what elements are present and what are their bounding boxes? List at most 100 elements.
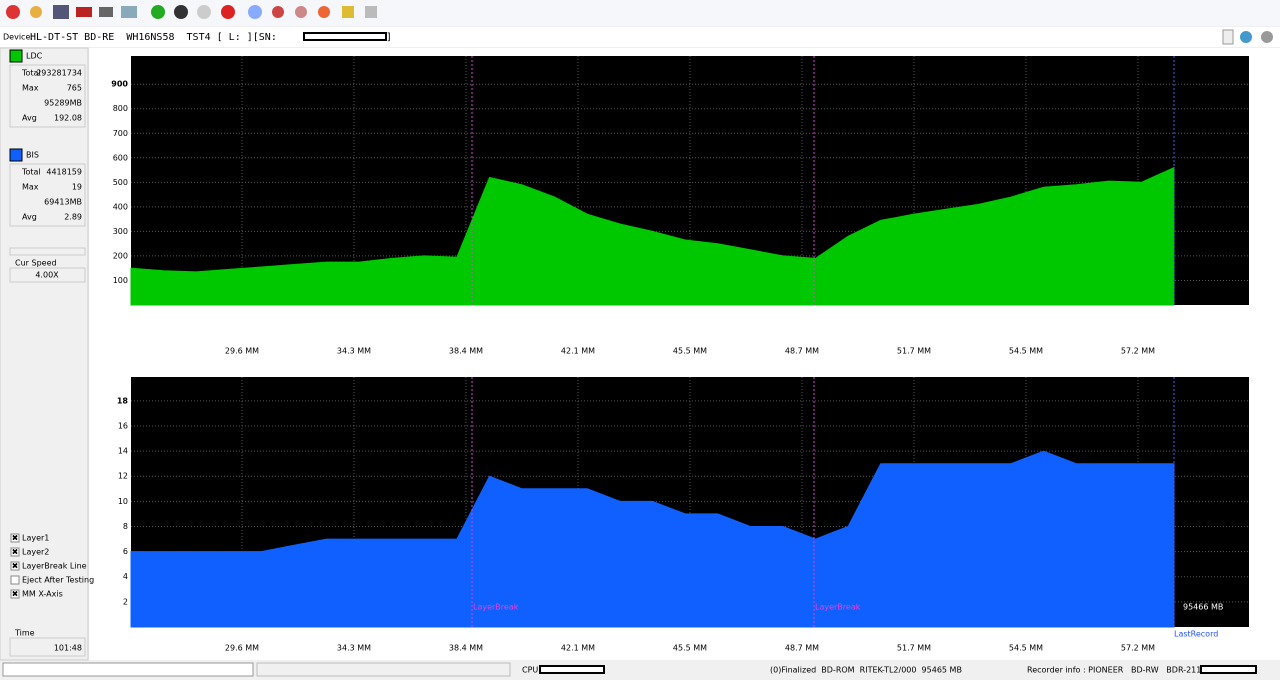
x-tick-label: 54.5 MM [1009, 347, 1043, 356]
drive-info: BD-RW BDR-211M [1131, 666, 1208, 675]
serial-box [303, 32, 387, 41]
separator-box [9, 247, 86, 256]
legend-label: BIS [26, 151, 39, 160]
stat-label: Max [22, 183, 39, 192]
stat-label: Max [22, 84, 39, 93]
time-box [9, 637, 86, 657]
y-tick-label: 14 [118, 447, 128, 456]
stat-label: Total [21, 69, 41, 78]
x-tick-label: 34.3 MM [337, 644, 371, 653]
y-tick-label: 2 [123, 597, 128, 606]
stat-value: 95289MB [44, 99, 82, 108]
device-name: HL-DT-ST BD-RE WH16NS58 TST4 [ L: ][SN: [30, 32, 277, 43]
y-tick-label: 700 [113, 129, 128, 138]
last-record-label: LastRecord [1174, 630, 1218, 639]
option-label[interactable]: LayerBreak Line [22, 562, 87, 571]
x-tick-label: 48.7 MM [785, 347, 819, 356]
option-label[interactable]: MM X-Axis [22, 590, 63, 599]
y-tick-label: 300 [113, 227, 128, 236]
y-tick-label: 10 [118, 497, 128, 506]
layer-break-label: LayerBreak [473, 603, 519, 612]
device-label: Device: [3, 33, 33, 42]
option-label[interactable]: Layer2 [22, 548, 49, 557]
check-mark: ✖ [12, 590, 19, 599]
x-tick-label: 45.5 MM [673, 347, 707, 356]
checkbox[interactable] [10, 589, 20, 599]
checkbox[interactable] [10, 547, 20, 557]
y-tick-label: 500 [113, 178, 128, 187]
speed-box [9, 267, 86, 283]
stat-label: Total [21, 168, 41, 177]
device-dropdown[interactable] [1222, 29, 1234, 45]
x-tick-label: 34.3 MM [337, 347, 371, 356]
x-tick-label: 57.2 MM [1121, 644, 1155, 653]
stats-box [9, 163, 86, 227]
y-tick-label: 12 [118, 472, 128, 481]
cpu-bar [539, 665, 605, 674]
checkbox[interactable] [10, 575, 20, 585]
legend-label: LDC [26, 52, 43, 61]
checkbox[interactable] [10, 561, 20, 571]
y-tick-label: 6 [123, 547, 128, 556]
x-tick-label: 38.4 MM [449, 644, 483, 653]
check-mark: ✖ [12, 562, 19, 571]
stat-value: 4418159 [46, 168, 82, 177]
y-tick-label: 900 [111, 80, 128, 89]
y-tick-label: 100 [113, 276, 128, 285]
time-label: Time [14, 629, 35, 638]
x-tick-label: 54.5 MM [1009, 644, 1043, 653]
y-tick-label: 8 [123, 522, 128, 531]
y-tick-label: 4 [123, 572, 128, 581]
check-mark: ✖ [12, 548, 19, 557]
stat-value: 2.89 [64, 213, 82, 222]
refresh-button[interactable] [1240, 31, 1252, 43]
x-tick-label: 42.1 MM [561, 644, 595, 653]
stat-value: 19 [72, 183, 82, 192]
drive-box [1200, 665, 1257, 674]
x-tick-label: 42.1 MM [561, 347, 595, 356]
eject-button[interactable] [1261, 31, 1273, 43]
stat-value: 192.08 [54, 114, 82, 123]
stat-value: 69413MB [44, 198, 82, 207]
device-end: ] [386, 32, 392, 43]
stat-label: Avg [22, 114, 37, 123]
stat-label: Avg [22, 213, 37, 222]
stat-value: 293281734 [36, 69, 82, 78]
option-label[interactable]: Eject After Testing [22, 576, 94, 585]
data-area [130, 166, 1175, 306]
x-tick-label: 45.5 MM [673, 644, 707, 653]
legend-swatch [9, 49, 23, 63]
x-tick-label: 29.6 MM [225, 347, 259, 356]
y-tick-label: 800 [113, 104, 128, 113]
legend-swatch [9, 148, 23, 162]
checkbox[interactable] [10, 533, 20, 543]
cpu-label: CPU: [522, 666, 541, 675]
toolbar [0, 0, 1280, 26]
y-tick-label: 18 [117, 396, 129, 405]
x-tick-label: 48.7 MM [785, 644, 819, 653]
recorder-info: Recorder info : PIONEER [1027, 666, 1124, 675]
y-tick-label: 400 [113, 202, 128, 211]
layer-break-label: LayerBreak [815, 603, 861, 612]
size-label: 95466 MB [1183, 603, 1223, 612]
x-tick-label: 29.6 MM [225, 644, 259, 653]
disc-info: (0)Finalized BD-ROM RITEK-TL2/000 95465 … [770, 666, 962, 675]
toolbar-icons[interactable] [6, 5, 377, 19]
x-tick-label: 51.7 MM [897, 644, 931, 653]
x-tick-label: 57.2 MM [1121, 347, 1155, 356]
option-label[interactable]: Layer1 [22, 534, 49, 543]
y-tick-label: 200 [113, 251, 128, 260]
status-field [256, 662, 511, 677]
speed-value: 4.00X [35, 271, 59, 280]
stats-box [9, 64, 86, 128]
speed-label: Cur Speed [15, 259, 57, 268]
time-value: 101:48 [54, 644, 82, 653]
status-field [2, 662, 254, 677]
y-tick-label: 600 [113, 153, 128, 162]
data-area [130, 450, 1175, 628]
x-tick-label: 51.7 MM [897, 347, 931, 356]
check-mark: ✖ [12, 534, 19, 543]
y-tick-label: 16 [118, 421, 128, 430]
stat-value: 765 [67, 84, 82, 93]
